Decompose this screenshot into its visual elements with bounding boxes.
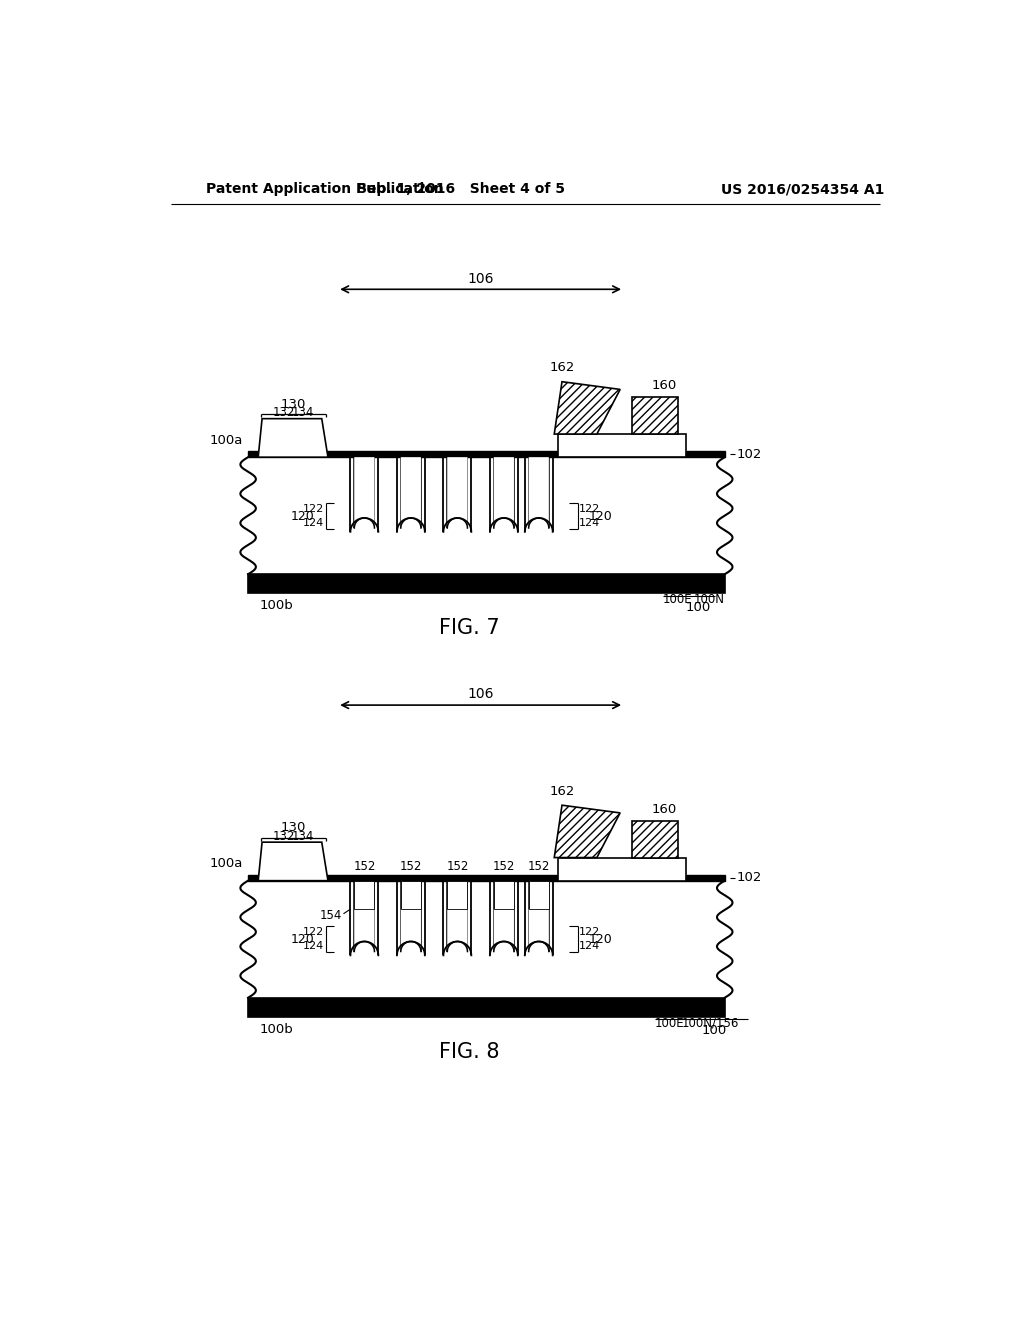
Text: 122: 122 [579, 927, 600, 937]
Text: 152: 152 [399, 861, 422, 874]
Text: 152: 152 [493, 861, 515, 874]
Bar [558, 858, 686, 880]
Text: 100b: 100b [260, 599, 294, 612]
Text: 150: 150 [446, 1001, 469, 1014]
Bar [248, 998, 725, 1016]
Bar [494, 880, 514, 909]
Text: 150: 150 [399, 1001, 422, 1014]
Text: 150: 150 [527, 577, 550, 590]
Text: 152: 152 [527, 861, 550, 874]
Polygon shape [494, 909, 514, 952]
Text: 160: 160 [651, 803, 677, 816]
Text: 100E: 100E [663, 593, 692, 606]
Text: 100N/156: 100N/156 [682, 1016, 739, 1030]
Bar [354, 880, 375, 909]
Bar [400, 880, 421, 909]
Text: 102: 102 [736, 871, 762, 884]
Text: 150: 150 [493, 1001, 515, 1014]
Text: 100a: 100a [209, 434, 243, 446]
Text: 124: 124 [303, 941, 324, 952]
Bar [558, 434, 686, 457]
Text: 130: 130 [281, 821, 306, 834]
Text: 134: 134 [609, 440, 635, 453]
Text: 106: 106 [467, 272, 494, 285]
Bar [632, 397, 678, 434]
Text: 134: 134 [292, 829, 314, 842]
Text: 100: 100 [701, 1024, 727, 1038]
Text: Patent Application Publication: Patent Application Publication [206, 182, 443, 197]
Polygon shape [554, 805, 621, 858]
Text: Sep. 1, 2016   Sheet 4 of 5: Sep. 1, 2016 Sheet 4 of 5 [357, 182, 565, 197]
Text: FIG. 8: FIG. 8 [438, 1041, 500, 1061]
Text: 100: 100 [686, 601, 712, 614]
Text: 150: 150 [527, 1001, 550, 1014]
Text: 122: 122 [303, 504, 324, 513]
Polygon shape [528, 457, 549, 528]
Bar [248, 574, 725, 594]
Text: 120: 120 [589, 933, 612, 946]
Text: 100a: 100a [209, 857, 243, 870]
Text: 162: 162 [549, 785, 574, 797]
Text: 134: 134 [292, 407, 314, 418]
Text: 122: 122 [303, 927, 324, 937]
Text: 150: 150 [353, 1001, 376, 1014]
Text: 132: 132 [272, 829, 295, 842]
Bar [248, 874, 725, 880]
Text: 150: 150 [493, 577, 515, 590]
Text: 150: 150 [446, 577, 469, 590]
Polygon shape [447, 909, 467, 952]
Polygon shape [354, 909, 375, 952]
Bar [632, 821, 678, 858]
Text: 124: 124 [303, 517, 324, 528]
Text: 124: 124 [579, 517, 600, 528]
Text: 100E: 100E [655, 1016, 685, 1030]
Polygon shape [258, 418, 328, 457]
Text: 154: 154 [319, 908, 342, 921]
Text: 162: 162 [549, 362, 574, 375]
Text: 132: 132 [272, 407, 295, 418]
Text: 120: 120 [291, 510, 314, 523]
Polygon shape [447, 457, 467, 528]
Text: 122: 122 [579, 504, 600, 513]
Text: 100b: 100b [260, 1023, 294, 1036]
Polygon shape [400, 457, 421, 528]
Text: 150: 150 [399, 577, 422, 590]
Polygon shape [494, 457, 514, 528]
Text: 134: 134 [609, 862, 635, 875]
Text: 100N: 100N [693, 593, 725, 606]
Polygon shape [354, 457, 375, 528]
Text: 120: 120 [291, 933, 314, 946]
Text: FIG. 7: FIG. 7 [438, 618, 500, 638]
Bar [248, 451, 725, 457]
Text: 102: 102 [736, 447, 762, 461]
Text: 106: 106 [467, 688, 494, 701]
Polygon shape [400, 909, 421, 952]
Text: 130: 130 [281, 397, 306, 411]
Text: 160: 160 [651, 379, 677, 392]
Polygon shape [554, 381, 621, 434]
Text: 152: 152 [446, 861, 469, 874]
Polygon shape [258, 842, 328, 880]
Text: 152: 152 [353, 861, 376, 874]
Text: 124: 124 [579, 941, 600, 952]
Text: 120: 120 [589, 510, 612, 523]
Polygon shape [528, 909, 549, 952]
Text: US 2016/0254354 A1: US 2016/0254354 A1 [721, 182, 884, 197]
Bar [447, 880, 467, 909]
Text: 150: 150 [353, 577, 376, 590]
Bar [528, 880, 549, 909]
